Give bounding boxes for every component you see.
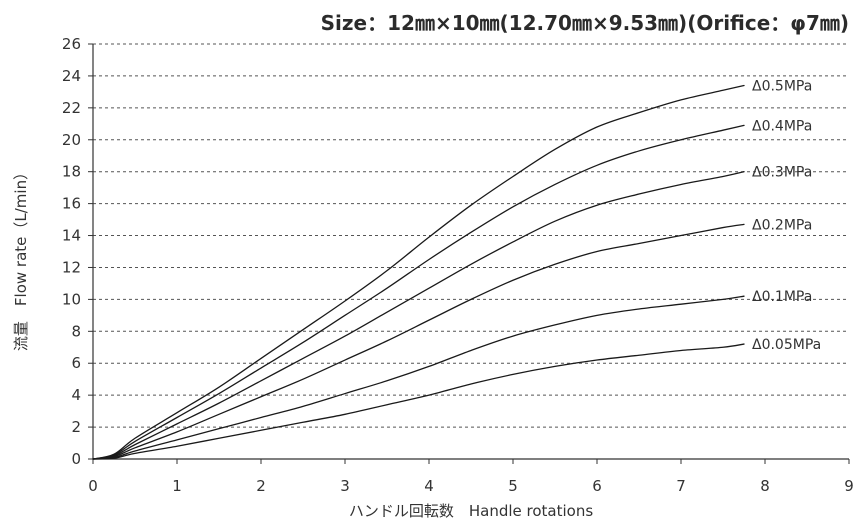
y-tick-label-6: 6 [71,354,81,372]
x-tick-label-9: 9 [844,477,854,495]
series-label-0: Δ0.5MPa [752,79,812,95]
y-tick-label-20: 20 [62,131,81,149]
y-tick-label-0: 0 [71,450,81,468]
x-tick-label-3: 3 [340,477,350,495]
x-tick-labels: 0 1 2 3 4 5 6 7 8 9 [88,477,854,495]
x-tick-label-6: 6 [592,477,602,495]
y-tick-label-26: 26 [62,35,81,53]
x-tick-label-2: 2 [256,477,266,495]
x-axis-label: ハンドル回転数 Handle rotations [349,502,593,520]
series-label-5: Δ0.05MPa [752,337,821,353]
y-tick-label-10: 10 [62,290,81,308]
series-lines [92,84,745,460]
series-line-0 [92,84,745,460]
y-tick-label-4: 4 [71,386,81,404]
y-tick-label-24: 24 [62,67,81,85]
x-tick-label-4: 4 [424,477,434,495]
axes [88,43,850,464]
y-tick-label-16: 16 [62,195,81,213]
y-axis-label: 流量 Flow rate（L/min） [12,165,30,351]
x-tick-label-0: 0 [88,477,98,495]
x-tick-label-7: 7 [676,477,686,495]
y-tick-label-2: 2 [71,418,81,436]
x-tick-label-1: 1 [172,477,182,495]
series-label-4: Δ0.1MPa [752,289,812,305]
series-line-3 [92,223,745,460]
series-line-2 [92,171,745,460]
series-line-5 [92,343,745,460]
series-label-3: Δ0.2MPa [752,217,812,233]
y-tick-label-8: 8 [71,322,81,340]
x-tick-label-8: 8 [760,477,770,495]
series-line-4 [92,295,745,460]
y-tick-label-18: 18 [62,163,81,181]
series-line-1 [92,124,745,460]
x-tick-label-5: 5 [508,477,518,495]
chart-title: Size：12㎜×10㎜(12.70㎜×9.53㎜)(Orifice：φ7㎜) [321,11,849,35]
series-labels: Δ0.5MPa Δ0.4MPa Δ0.3MPa Δ0.2MPa Δ0.1MPa Δ0.05… [752,79,821,354]
y-tick-label-14: 14 [62,227,81,245]
grid-lines [93,43,849,428]
y-tick-label-12: 12 [62,258,81,276]
series-label-1: Δ0.4MPa [752,118,812,134]
series-label-2: Δ0.3MPa [752,165,812,181]
y-tick-label-22: 22 [62,99,81,117]
